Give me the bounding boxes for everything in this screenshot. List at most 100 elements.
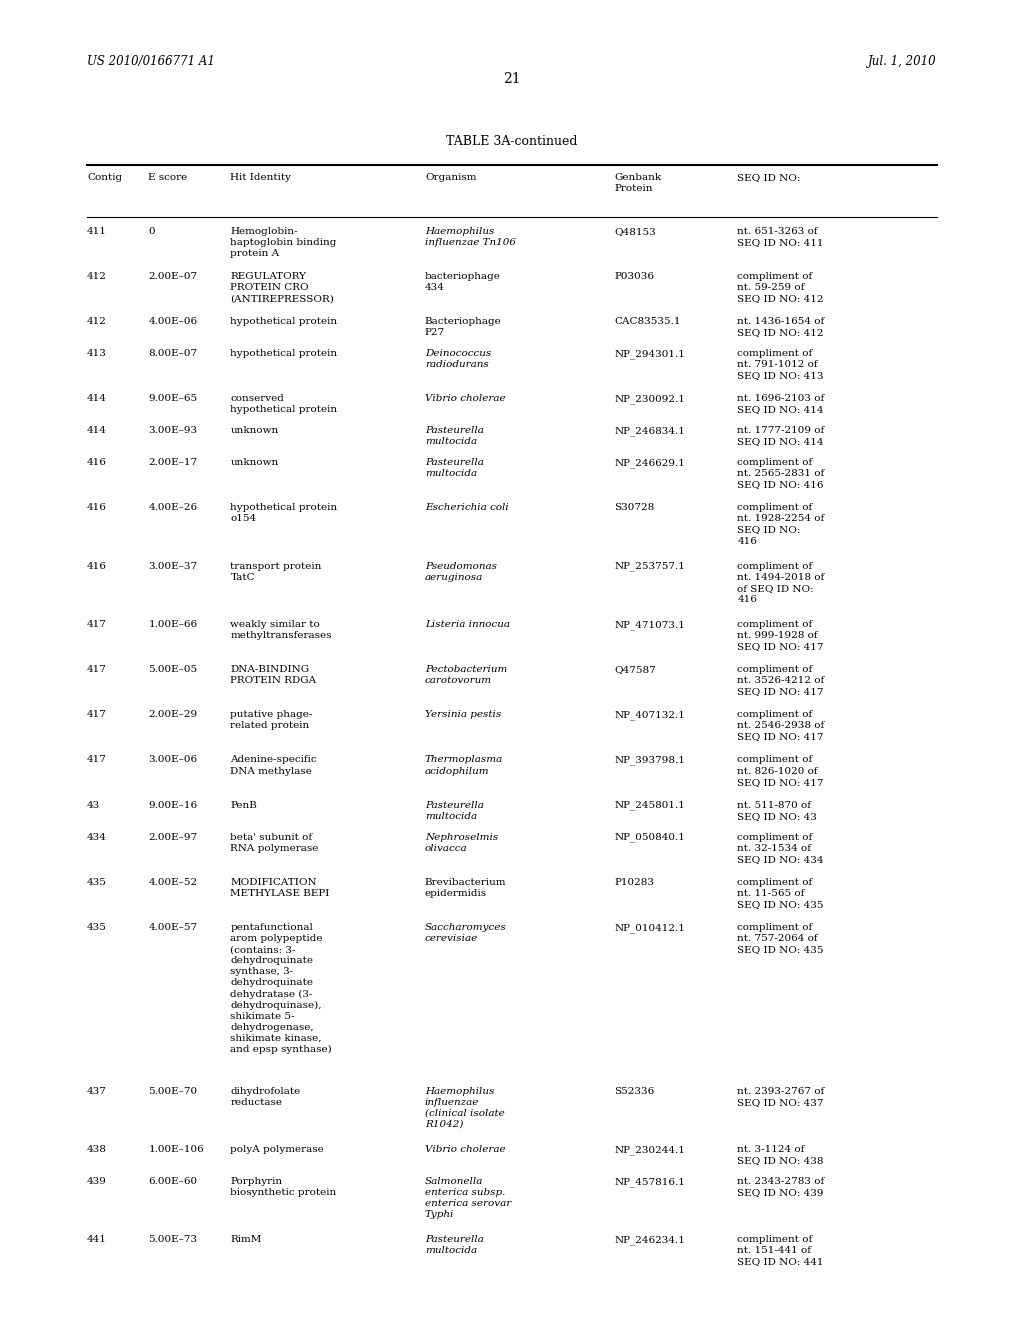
Text: 435: 435 bbox=[87, 923, 106, 932]
Text: putative phage-
related protein: putative phage- related protein bbox=[230, 710, 312, 730]
Text: unknown: unknown bbox=[230, 426, 279, 436]
Text: compliment of
nt. 11-565 of
SEQ ID NO: 435: compliment of nt. 11-565 of SEQ ID NO: 4… bbox=[737, 878, 823, 909]
Text: 417: 417 bbox=[87, 620, 106, 630]
Text: nt. 511-870 of
SEQ ID NO: 43: nt. 511-870 of SEQ ID NO: 43 bbox=[737, 801, 817, 821]
Text: 414: 414 bbox=[87, 395, 106, 404]
Text: 437: 437 bbox=[87, 1086, 106, 1096]
Text: compliment of
nt. 2546-2938 of
SEQ ID NO: 417: compliment of nt. 2546-2938 of SEQ ID NO… bbox=[737, 710, 824, 742]
Text: bacteriophage
434: bacteriophage 434 bbox=[425, 272, 501, 292]
Text: nt. 651-3263 of
SEQ ID NO: 411: nt. 651-3263 of SEQ ID NO: 411 bbox=[737, 227, 823, 247]
Text: Pasteurella
multocida: Pasteurella multocida bbox=[425, 801, 483, 821]
Text: Q47587: Q47587 bbox=[614, 665, 656, 675]
Text: 2.00E–29: 2.00E–29 bbox=[148, 710, 198, 719]
Text: 413: 413 bbox=[87, 350, 106, 358]
Text: Yersinia pestis: Yersinia pestis bbox=[425, 710, 501, 719]
Text: Pectobacterium
carotovorum: Pectobacterium carotovorum bbox=[425, 665, 507, 685]
Text: Hit Identity: Hit Identity bbox=[230, 173, 292, 182]
Text: weakly similar to
methyltransferases: weakly similar to methyltransferases bbox=[230, 620, 332, 640]
Text: 414: 414 bbox=[87, 426, 106, 436]
Text: 3.00E–06: 3.00E–06 bbox=[148, 755, 198, 764]
Text: 8.00E–07: 8.00E–07 bbox=[148, 350, 198, 358]
Text: NP_294301.1: NP_294301.1 bbox=[614, 350, 685, 359]
Text: SEQ ID NO:: SEQ ID NO: bbox=[737, 173, 801, 182]
Text: DNA-BINDING
PROTEIN RDGA: DNA-BINDING PROTEIN RDGA bbox=[230, 665, 316, 685]
Text: 9.00E–65: 9.00E–65 bbox=[148, 395, 198, 404]
Text: 435: 435 bbox=[87, 878, 106, 887]
Text: NP_393798.1: NP_393798.1 bbox=[614, 755, 685, 766]
Text: Vibrio cholerae: Vibrio cholerae bbox=[425, 395, 506, 404]
Text: NP_253757.1: NP_253757.1 bbox=[614, 562, 685, 572]
Text: Pasteurella
multocida: Pasteurella multocida bbox=[425, 458, 483, 478]
Text: E score: E score bbox=[148, 173, 187, 182]
Text: 6.00E–60: 6.00E–60 bbox=[148, 1177, 198, 1185]
Text: RimM: RimM bbox=[230, 1236, 262, 1245]
Text: 0: 0 bbox=[148, 227, 155, 236]
Text: Pseudomonas
aeruginosa: Pseudomonas aeruginosa bbox=[425, 562, 497, 582]
Text: Thermoplasma
acidophilum: Thermoplasma acidophilum bbox=[425, 755, 503, 776]
Text: Bacteriophage
P27: Bacteriophage P27 bbox=[425, 317, 502, 338]
Text: 439: 439 bbox=[87, 1177, 106, 1185]
Text: 2.00E–07: 2.00E–07 bbox=[148, 272, 198, 281]
Text: 4.00E–52: 4.00E–52 bbox=[148, 878, 198, 887]
Text: NP_457816.1: NP_457816.1 bbox=[614, 1177, 685, 1187]
Text: P03036: P03036 bbox=[614, 272, 654, 281]
Text: 416: 416 bbox=[87, 503, 106, 512]
Text: hypothetical protein: hypothetical protein bbox=[230, 317, 338, 326]
Text: NP_230092.1: NP_230092.1 bbox=[614, 395, 685, 404]
Text: 417: 417 bbox=[87, 710, 106, 719]
Text: Organism: Organism bbox=[425, 173, 476, 182]
Text: 3.00E–93: 3.00E–93 bbox=[148, 426, 198, 436]
Text: nt. 1777-2109 of
SEQ ID NO: 414: nt. 1777-2109 of SEQ ID NO: 414 bbox=[737, 426, 824, 446]
Text: Contig: Contig bbox=[87, 173, 122, 182]
Text: 411: 411 bbox=[87, 227, 106, 236]
Text: Pasteurella
multocida: Pasteurella multocida bbox=[425, 426, 483, 446]
Text: NP_245801.1: NP_245801.1 bbox=[614, 801, 685, 810]
Text: 417: 417 bbox=[87, 755, 106, 764]
Text: Haemophilus
influenzae Tn106: Haemophilus influenzae Tn106 bbox=[425, 227, 516, 247]
Text: compliment of
nt. 791-1012 of
SEQ ID NO: 413: compliment of nt. 791-1012 of SEQ ID NO:… bbox=[737, 350, 823, 380]
Text: conserved
hypothetical protein: conserved hypothetical protein bbox=[230, 395, 338, 414]
Text: compliment of
nt. 999-1928 of
SEQ ID NO: 417: compliment of nt. 999-1928 of SEQ ID NO:… bbox=[737, 620, 823, 651]
Text: compliment of
nt. 59-259 of
SEQ ID NO: 412: compliment of nt. 59-259 of SEQ ID NO: 4… bbox=[737, 272, 823, 304]
Text: Haemophilus
influenzae
(clinical isolate
R1042): Haemophilus influenzae (clinical isolate… bbox=[425, 1086, 505, 1129]
Text: 417: 417 bbox=[87, 665, 106, 675]
Text: 438: 438 bbox=[87, 1144, 106, 1154]
Text: 9.00E–16: 9.00E–16 bbox=[148, 801, 198, 809]
Text: compliment of
nt. 826-1020 of
SEQ ID NO: 417: compliment of nt. 826-1020 of SEQ ID NO:… bbox=[737, 755, 823, 787]
Text: 5.00E–73: 5.00E–73 bbox=[148, 1236, 198, 1245]
Text: Hemoglobin-
haptoglobin binding
protein A: Hemoglobin- haptoglobin binding protein … bbox=[230, 227, 337, 259]
Text: 434: 434 bbox=[87, 833, 106, 842]
Text: compliment of
nt. 32-1534 of
SEQ ID NO: 434: compliment of nt. 32-1534 of SEQ ID NO: … bbox=[737, 833, 823, 863]
Text: Pasteurella
multocida: Pasteurella multocida bbox=[425, 1236, 483, 1255]
Text: hypothetical protein: hypothetical protein bbox=[230, 350, 338, 358]
Text: beta' subunit of
RNA polymerase: beta' subunit of RNA polymerase bbox=[230, 833, 318, 853]
Text: Genbank
Protein: Genbank Protein bbox=[614, 173, 662, 193]
Text: compliment of
nt. 151-441 of
SEQ ID NO: 441: compliment of nt. 151-441 of SEQ ID NO: … bbox=[737, 1236, 823, 1266]
Text: 412: 412 bbox=[87, 272, 106, 281]
Text: 3.00E–37: 3.00E–37 bbox=[148, 562, 198, 570]
Text: 2.00E–97: 2.00E–97 bbox=[148, 833, 198, 842]
Text: compliment of
nt. 1494-2018 of
of SEQ ID NO:
416: compliment of nt. 1494-2018 of of SEQ ID… bbox=[737, 562, 824, 605]
Text: Q48153: Q48153 bbox=[614, 227, 656, 236]
Text: compliment of
nt. 1928-2254 of
SEQ ID NO:
416: compliment of nt. 1928-2254 of SEQ ID NO… bbox=[737, 503, 824, 545]
Text: REGULATORY
PROTEIN CRO
(ANTIREPRESSOR): REGULATORY PROTEIN CRO (ANTIREPRESSOR) bbox=[230, 272, 334, 304]
Text: 4.00E–06: 4.00E–06 bbox=[148, 317, 198, 326]
Text: compliment of
nt. 757-2064 of
SEQ ID NO: 435: compliment of nt. 757-2064 of SEQ ID NO:… bbox=[737, 923, 823, 954]
Text: 5.00E–70: 5.00E–70 bbox=[148, 1086, 198, 1096]
Text: 21: 21 bbox=[503, 73, 521, 86]
Text: pentafunctional
arom polypeptide
(contains: 3-
dehydroquinate
synthase, 3-
dehyd: pentafunctional arom polypeptide (contai… bbox=[230, 923, 332, 1055]
Text: Deinococcus
radiodurans: Deinococcus radiodurans bbox=[425, 350, 492, 370]
Text: nt. 3-1124 of
SEQ ID NO: 438: nt. 3-1124 of SEQ ID NO: 438 bbox=[737, 1144, 823, 1166]
Text: S30728: S30728 bbox=[614, 503, 654, 512]
Text: 412: 412 bbox=[87, 317, 106, 326]
Text: Escherichia coli: Escherichia coli bbox=[425, 503, 509, 512]
Text: polyA polymerase: polyA polymerase bbox=[230, 1144, 325, 1154]
Text: Adenine-specific
DNA methylase: Adenine-specific DNA methylase bbox=[230, 755, 317, 776]
Text: Porphyrin
biosynthetic protein: Porphyrin biosynthetic protein bbox=[230, 1177, 337, 1197]
Text: nt. 1436-1654 of
SEQ ID NO: 412: nt. 1436-1654 of SEQ ID NO: 412 bbox=[737, 317, 824, 338]
Text: hypothetical protein
o154: hypothetical protein o154 bbox=[230, 503, 338, 524]
Text: Listeria innocua: Listeria innocua bbox=[425, 620, 510, 630]
Text: 4.00E–57: 4.00E–57 bbox=[148, 923, 198, 932]
Text: compliment of
nt. 3526-4212 of
SEQ ID NO: 417: compliment of nt. 3526-4212 of SEQ ID NO… bbox=[737, 665, 824, 697]
Text: nt. 1696-2103 of
SEQ ID NO: 414: nt. 1696-2103 of SEQ ID NO: 414 bbox=[737, 395, 824, 414]
